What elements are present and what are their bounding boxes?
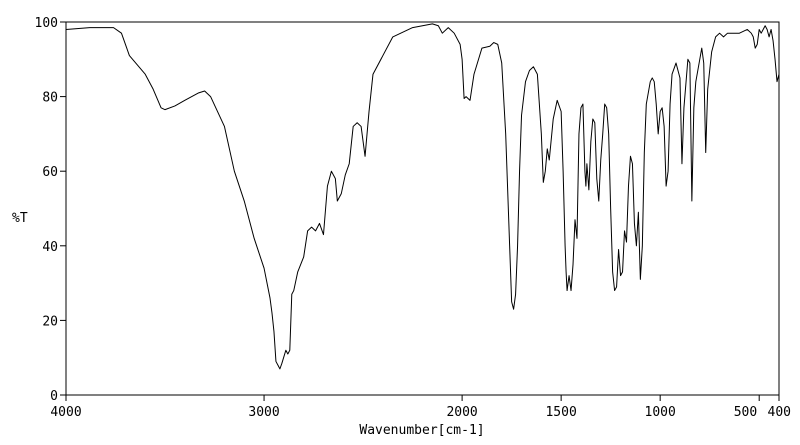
x-tick-label: 2000 xyxy=(446,405,477,420)
plot-frame xyxy=(65,21,780,396)
y-axis-ticks: 0 20 40 60 80 100 xyxy=(35,16,66,404)
y-axis-label: %T xyxy=(12,211,28,226)
x-axis-ticks: 4000 3000 2000 1500 1000 500 400 xyxy=(50,395,791,420)
y-tick-label: 100 xyxy=(35,16,58,31)
y-tick-label: 20 xyxy=(42,314,58,329)
spectrum-line xyxy=(65,23,780,370)
x-tick-label: 1000 xyxy=(645,405,676,420)
x-tick-label: 4000 xyxy=(50,405,81,420)
x-axis-label: Wavenumber[cm-1] xyxy=(359,423,484,438)
x-tick-label: 500 xyxy=(734,405,757,420)
x-tick-label: 1500 xyxy=(545,405,576,420)
y-tick-label: 60 xyxy=(42,165,58,180)
x-tick-label: 400 xyxy=(768,405,791,420)
y-tick-label: 80 xyxy=(42,91,58,106)
y-tick-label: 0 xyxy=(50,389,58,404)
x-tick-label: 3000 xyxy=(248,405,279,420)
y-tick-label: 40 xyxy=(42,240,58,255)
